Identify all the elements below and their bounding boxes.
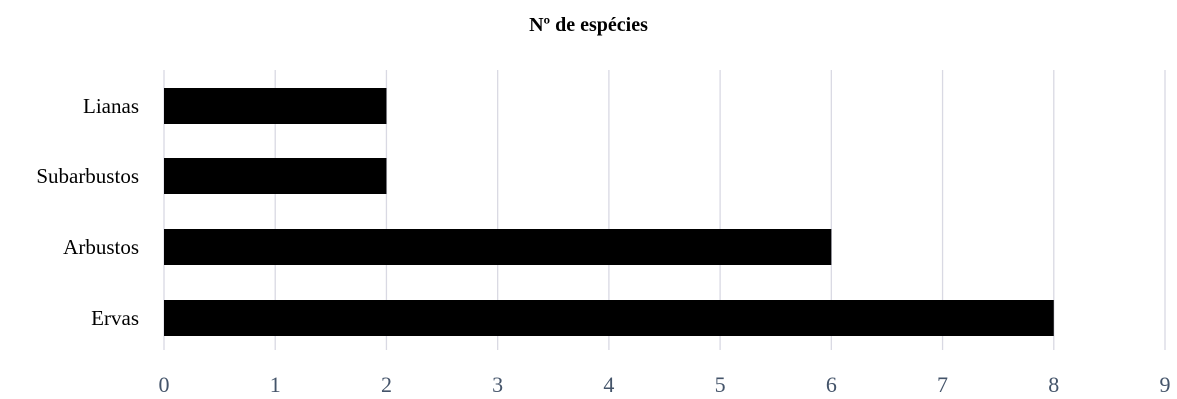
category-label-ervas: Ervas — [91, 306, 139, 330]
category-labels: Lianas Subarbustos Arbustos Ervas — [36, 94, 139, 330]
bar-subarbustos — [164, 158, 387, 194]
category-label-subarbustos: Subarbustos — [36, 164, 139, 188]
chart-title: Nº de espécies — [529, 14, 648, 36]
bar-ervas — [164, 300, 1054, 336]
x-tick-label: 6 — [826, 372, 837, 397]
x-tick-label: 7 — [937, 372, 948, 397]
x-tick-label: 3 — [492, 372, 503, 397]
x-axis-tick-labels: 0 1 2 3 4 5 6 7 8 9 — [159, 372, 1171, 397]
x-tick-label: 1 — [270, 372, 281, 397]
x-tick-label: 0 — [159, 372, 170, 397]
x-tick-label: 9 — [1160, 372, 1171, 397]
x-tick-label: 8 — [1048, 372, 1059, 397]
bar-arbustos — [164, 229, 832, 265]
x-tick-label: 4 — [603, 372, 614, 397]
x-tick-label: 5 — [715, 372, 726, 397]
category-label-lianas: Lianas — [83, 94, 139, 118]
bar-lianas — [164, 88, 387, 124]
x-tick-label: 2 — [381, 372, 392, 397]
bars — [164, 88, 1054, 336]
category-label-arbustos: Arbustos — [63, 235, 139, 259]
